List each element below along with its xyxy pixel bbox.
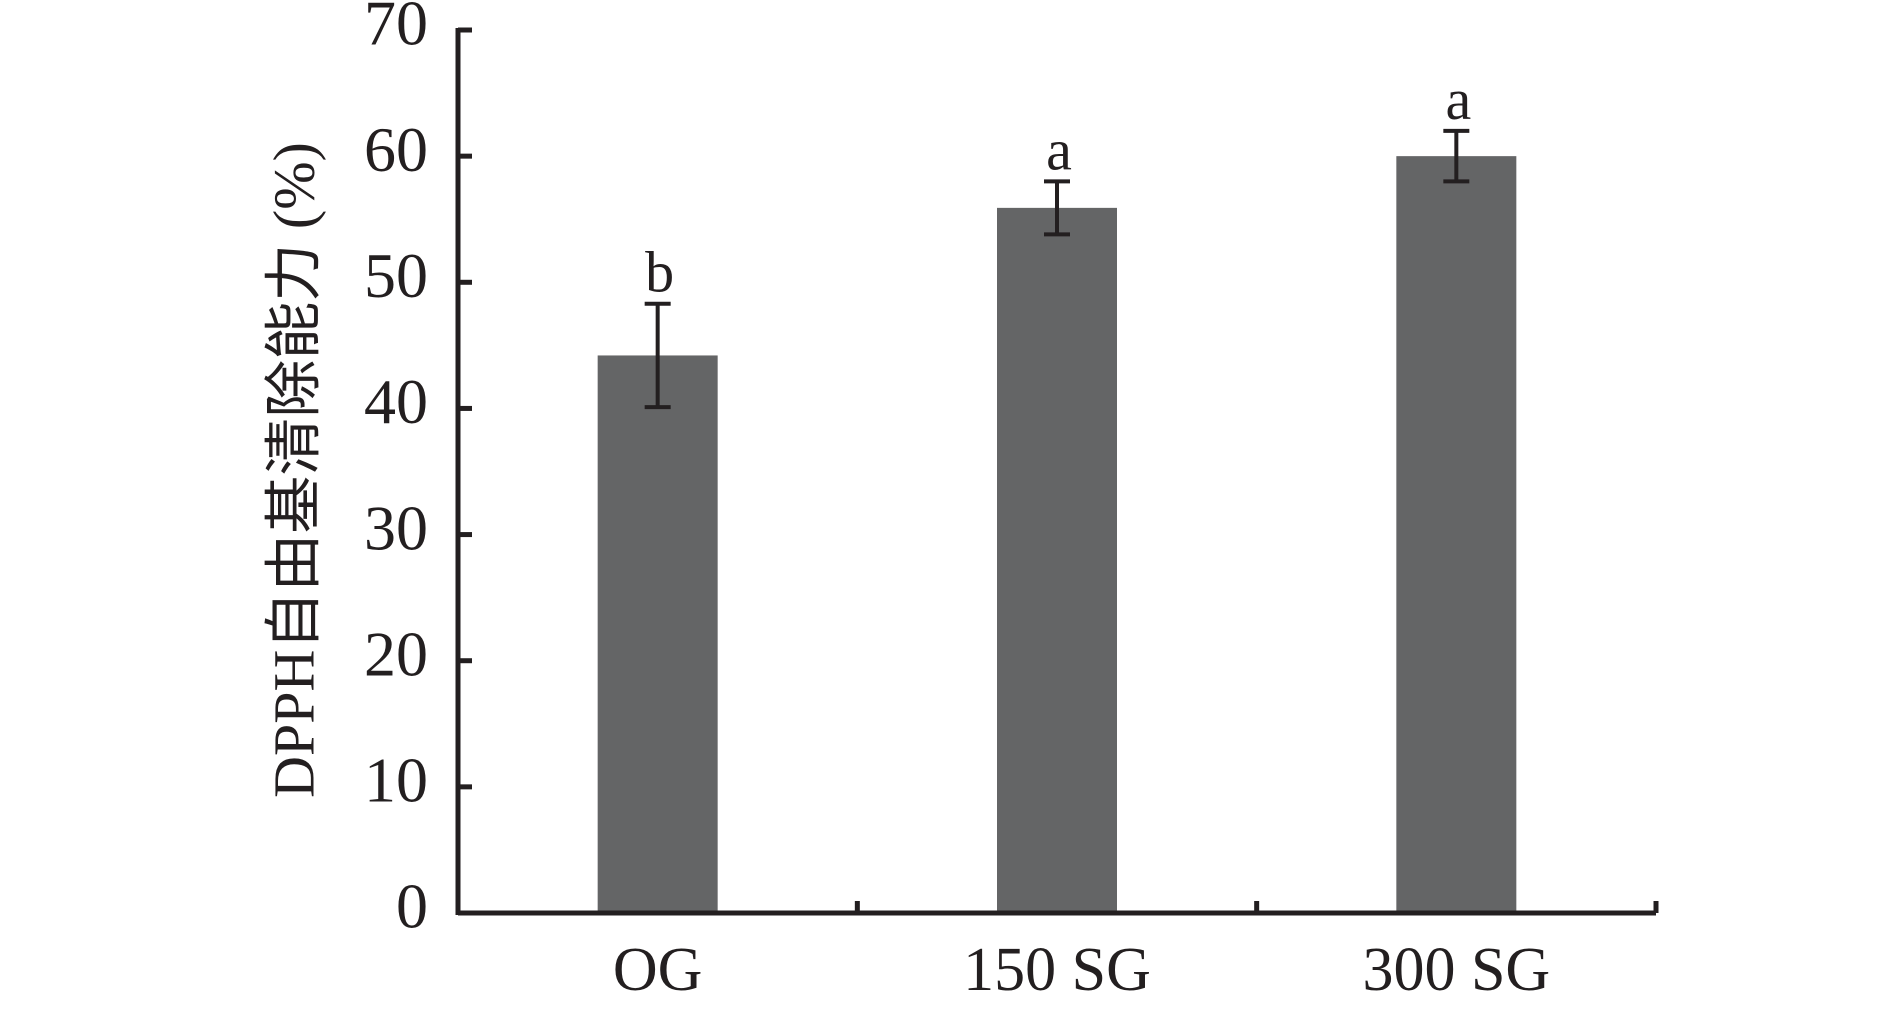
y-ticks-layer: 0 10 20 30 40 50 60 70 bbox=[364, 0, 472, 942]
bar bbox=[1396, 156, 1517, 914]
y-tick-label: 50 bbox=[364, 240, 428, 311]
y-tick-label: 20 bbox=[364, 618, 428, 689]
axes-layer bbox=[455, 28, 1659, 916]
y-tick-label: 40 bbox=[364, 366, 428, 437]
x-tick-label: 150 SG bbox=[963, 936, 1151, 1004]
significance-label: a bbox=[1445, 67, 1471, 132]
y-tick-label: 0 bbox=[396, 871, 428, 942]
bar bbox=[597, 355, 718, 913]
y-axis-label: DPPH自由基清除能力 (%) bbox=[261, 142, 326, 798]
y-tick-label: 70 bbox=[364, 0, 428, 59]
y-axis-label-group: DPPH自由基清除能力 (%) bbox=[261, 142, 326, 798]
y-tick-label: 10 bbox=[364, 745, 428, 816]
y-tick-label: 60 bbox=[364, 114, 428, 185]
x-tick-label: 300 SG bbox=[1362, 936, 1550, 1004]
significance-label: a bbox=[1046, 117, 1072, 182]
significance-label: b bbox=[645, 240, 674, 305]
error-bars-layer bbox=[644, 128, 1470, 410]
bar bbox=[997, 207, 1117, 913]
y-tick-label: 30 bbox=[364, 492, 428, 563]
x-tick-label: OG bbox=[613, 936, 703, 1004]
bars-layer bbox=[597, 156, 1517, 914]
significance-labels-layer: b a a bbox=[645, 67, 1471, 305]
x-labels-layer: OG 150 SG 300 SG bbox=[613, 936, 1550, 1004]
